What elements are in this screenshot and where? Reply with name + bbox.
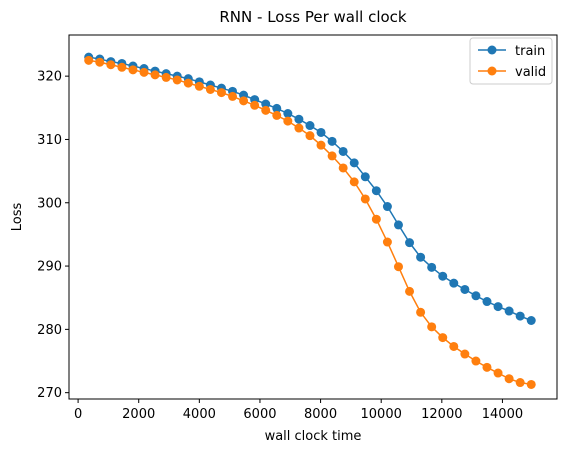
x-tick-label: 12000 [421,407,462,422]
data-point-train [449,278,459,288]
data-point-valid [216,88,226,98]
x-axis-title: wall clock time [265,429,362,444]
data-point-valid [194,81,204,91]
data-point-valid [128,65,138,75]
data-point-valid [515,378,525,388]
data-point-train [294,114,304,124]
data-point-valid [405,286,415,296]
x-tick-label: 4000 [183,407,216,422]
data-point-train [515,311,525,321]
legend-label-valid: valid [515,65,546,80]
data-point-train [283,109,293,118]
data-point-valid [493,368,503,378]
plot-frame [68,34,558,400]
data-point-train [338,146,348,156]
legend: train valid [469,37,553,85]
x-tick-label: 10000 [361,407,402,422]
data-point-valid [106,60,116,70]
legend-marker-train [487,45,497,55]
data-point-valid [504,374,514,384]
series-line-train [88,56,532,322]
data-point-train [305,121,315,131]
data-point-valid [205,84,215,94]
data-point-train [493,302,503,312]
data-point-train [471,291,481,301]
data-point-train [482,297,492,307]
data-point-valid [327,151,337,161]
data-point-valid [438,333,448,343]
data-point-valid [283,116,293,126]
x-tick-label: 8000 [304,407,337,422]
data-point-train [438,271,448,281]
data-point-valid [161,72,171,82]
data-point-valid [172,75,182,85]
data-point-valid [416,307,426,317]
data-point-valid [360,194,370,204]
series-layer [84,52,536,389]
data-point-valid [371,214,381,224]
data-point-train [360,172,370,182]
data-point-valid [139,67,149,77]
y-tick-label: 290 [37,260,62,275]
data-point-valid [150,70,160,80]
y-tick-label: 280 [37,323,62,338]
x-tick-label: 14000 [482,407,523,422]
data-point-valid [349,177,359,187]
y-tick-label: 300 [37,196,62,211]
x-axis: 0 2000 4000 6000 8000 10000 12000 14000 [74,399,523,422]
data-point-valid [482,362,492,372]
data-point-valid [272,110,282,120]
data-point-valid [460,349,470,359]
y-axis: 270 280 290 300 310 320 [37,70,69,401]
data-point-train [427,262,437,272]
data-point-valid [261,105,271,115]
data-point-train [349,158,359,168]
data-point-valid [117,62,127,72]
data-point-train [416,252,426,262]
y-tick-label: 270 [37,386,62,401]
data-point-valid [294,123,304,133]
x-tick-label: 6000 [243,407,276,422]
data-point-valid [316,140,326,150]
data-point-train [460,284,470,294]
y-tick-label: 320 [37,70,62,85]
data-point-valid [338,163,348,173]
series-line-valid [88,59,532,386]
data-point-train [316,127,326,137]
data-point-valid [427,322,437,332]
x-tick-label: 2000 [122,407,155,422]
data-point-valid [449,341,459,351]
y-tick-label: 310 [37,133,62,148]
data-point-valid [305,131,315,141]
data-point-valid [228,91,238,101]
data-point-train [504,306,514,316]
legend-marker-valid [487,66,497,76]
data-point-train [327,136,337,146]
data-point-train [371,186,381,196]
y-axis-title: Loss [10,203,25,232]
data-point-valid [95,57,105,67]
data-point-train [272,103,282,113]
data-point-valid [250,100,260,110]
data-point-train [393,220,403,230]
data-point-valid [84,55,94,65]
data-point-valid [526,379,536,389]
data-point-valid [239,96,249,106]
data-point-train [405,238,415,248]
data-point-valid [382,237,392,247]
legend-label-train: train [515,44,545,59]
data-point-train [526,316,536,325]
chart-title: RNN - Loss Per wall clock [219,8,407,26]
x-tick-label: 0 [74,407,82,422]
data-point-train [382,202,392,212]
data-point-valid [393,262,403,272]
data-point-train [261,99,271,109]
data-point-valid [183,78,193,88]
data-point-valid [471,356,481,366]
